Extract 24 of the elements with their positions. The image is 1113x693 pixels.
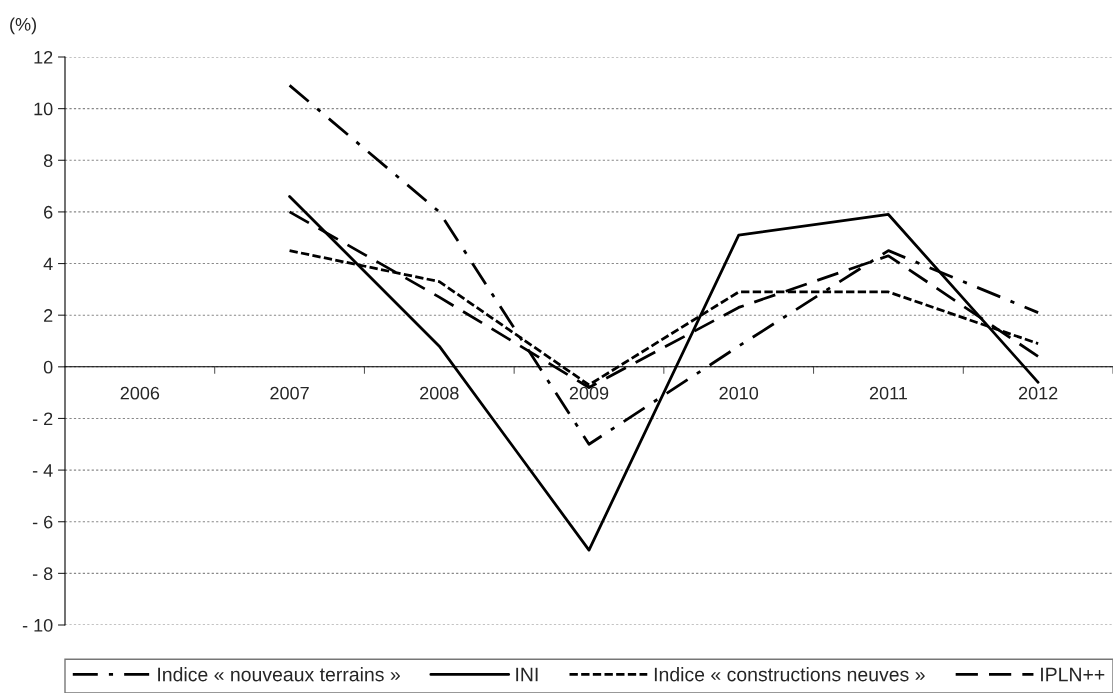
y-tick-label: - 8 bbox=[32, 567, 53, 581]
y-tick-label: 10 bbox=[34, 102, 53, 116]
x-tick-label: 2009 bbox=[569, 386, 609, 400]
legend-label: Indice « nouveaux terrains » bbox=[158, 667, 400, 682]
y-tick-label: 4 bbox=[43, 257, 53, 271]
y-tick-label: - 2 bbox=[32, 412, 53, 425]
x-tick-label: 2008 bbox=[420, 386, 459, 400]
y-tick-label: - 10 bbox=[22, 618, 53, 632]
y-tick-label: 6 bbox=[44, 205, 53, 219]
y-tick-label: - 6 bbox=[32, 515, 53, 529]
legend-label: INI bbox=[516, 667, 538, 682]
y-tick-label: 12 bbox=[34, 50, 53, 64]
x-tick-label: 2010 bbox=[719, 386, 759, 400]
x-tick-label: 2006 bbox=[120, 386, 160, 400]
x-tick-label: 2007 bbox=[270, 386, 309, 400]
legend-label: Indice « constructions neuves » bbox=[654, 667, 925, 682]
y-tick-label: 8 bbox=[43, 154, 53, 167]
y-tick-label: - 4 bbox=[32, 464, 53, 477]
y-axis-title: (%) bbox=[10, 17, 36, 35]
y-tick-label: 0 bbox=[43, 360, 53, 374]
x-tick-label: 2012 bbox=[1018, 386, 1058, 400]
x-tick-label: 2011 bbox=[869, 386, 907, 400]
y-tick-label: 2 bbox=[44, 309, 53, 322]
legend-label: IPLN++ bbox=[1041, 667, 1105, 682]
